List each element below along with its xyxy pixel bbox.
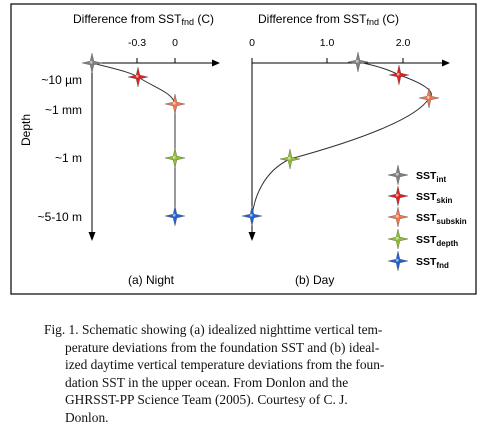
caption-line: perature deviations from the foundation … [65, 339, 380, 355]
caption-line: Fig. 1. Schematic showing (a) idealized … [44, 322, 383, 337]
night-panel: Difference from SSTfnd (C) -0.3 0 (a) Ni… [73, 12, 220, 287]
day-axis-title-main: Difference from SST [258, 12, 367, 26]
depth-axis-label: Depth [19, 114, 33, 146]
night-marker-depth [164, 147, 186, 169]
legend-label-int-main: SST [416, 170, 437, 182]
day-marker-skin [388, 64, 410, 86]
depth-tick-10um: ~10 µm [41, 73, 82, 87]
depth-tick-5-10m: ~5-10 m [38, 210, 82, 224]
star-marker-highlight [395, 172, 399, 176]
caption-line: dation SST in the upper ocean. From Donl… [65, 374, 349, 390]
caption-line: ized daytime vertical temperature deviat… [65, 357, 385, 373]
night-depth-axis-arrowhead [88, 232, 96, 241]
day-axis-title-unit: (C) [379, 12, 399, 26]
star-marker-highlight [355, 59, 359, 63]
legend-marker-int [387, 164, 409, 186]
legend-marker-skin [387, 185, 409, 207]
depth-tick-1m: ~1 m [55, 151, 82, 165]
day-panel-label: (b) Day [295, 273, 334, 287]
legend-label-skin: SSTskin [416, 191, 453, 205]
star-marker-highlight [172, 155, 176, 159]
star-marker-highlight [426, 95, 430, 99]
sst-profile-figure: Depth ~10 µm ~1 mm ~1 m ~5-10 m Differen… [10, 3, 477, 295]
figure-caption: Fig. 1. Schematic showing (a) idealized … [44, 321, 462, 427]
legend: SSTint SSTskin SSTsubskin SSTdepth SSTfn… [387, 164, 467, 272]
legend-marker-fnd [387, 250, 409, 272]
night-x-tick-neg03: -0.3 [128, 37, 146, 49]
night-x-axis-arrowhead [212, 59, 220, 67]
day-x-tick-2: 2.0 [396, 37, 411, 49]
legend-label-subskin-main: SST [416, 212, 437, 224]
star-marker-highlight [395, 214, 399, 218]
caption-line: Donlon. [65, 409, 109, 425]
day-x-tick-1: 1.0 [320, 37, 335, 49]
star-marker-highlight [249, 213, 253, 217]
legend-label-fnd-main: SST [416, 256, 437, 268]
star-marker-highlight [135, 74, 139, 78]
legend-label-subskin-sub: subskin [436, 217, 466, 226]
legend-marker-subskin [387, 206, 409, 228]
star-marker-highlight [172, 101, 176, 105]
night-x-tick-0: 0 [172, 37, 178, 49]
legend-label-int-sub: int [436, 175, 446, 184]
figure-frame [10, 3, 477, 295]
night-panel-label: (a) Night [128, 273, 175, 287]
legend-label-depth-sub: depth [436, 239, 458, 248]
star-marker-highlight [396, 72, 400, 76]
night-axis-title-unit: (C) [194, 12, 214, 26]
day-x-tick-0: 0 [249, 37, 255, 49]
night-axis-title-main: Difference from SST [73, 12, 182, 26]
legend-label-skin-main: SST [416, 191, 437, 203]
night-marker-skin [127, 66, 149, 88]
legend-label-int: SSTint [416, 170, 447, 184]
star-marker-highlight [395, 193, 399, 197]
star-marker-highlight [395, 258, 399, 262]
day-panel: Difference from SSTfnd (C) 0 1.0 2.0 (b)… [248, 12, 450, 287]
legend-label-depth-main: SST [416, 234, 437, 246]
day-marker-depth [279, 148, 301, 170]
day-marker-fnd [241, 205, 263, 227]
night-marker-int [81, 52, 103, 74]
depth-tick-1mm: ~1 mm [45, 103, 82, 117]
day-marker-subskin [418, 87, 440, 109]
day-marker-int [347, 51, 369, 73]
legend-marker-depth [387, 228, 409, 250]
night-marker-fnd [164, 205, 186, 227]
legend-label-fnd-sub: fnd [436, 261, 449, 270]
night-marker-subskin [164, 93, 186, 115]
legend-label-fnd: SSTfnd [416, 256, 449, 270]
star-marker-highlight [287, 156, 291, 160]
day-axis-title: Difference from SSTfnd (C) [258, 12, 399, 27]
legend-label-subskin: SSTsubskin [416, 212, 467, 226]
star-marker-highlight [89, 60, 93, 64]
day-profile-curve [251, 61, 432, 217]
day-axis-title-sub: fnd [366, 17, 379, 27]
night-profile-curve [91, 62, 176, 216]
legend-label-skin-sub: skin [436, 196, 452, 205]
night-axis-title-sub: fnd [181, 17, 194, 27]
caption-line: GHRSST-PP Science Team (2005). Courtesy … [65, 392, 348, 408]
star-marker-highlight [172, 213, 176, 217]
night-axis-title: Difference from SSTfnd (C) [73, 12, 214, 27]
legend-label-depth: SSTdepth [416, 234, 458, 248]
day-depth-axis-arrowhead [248, 232, 256, 241]
star-marker-highlight [395, 236, 399, 240]
day-x-axis-arrowhead [442, 59, 450, 67]
